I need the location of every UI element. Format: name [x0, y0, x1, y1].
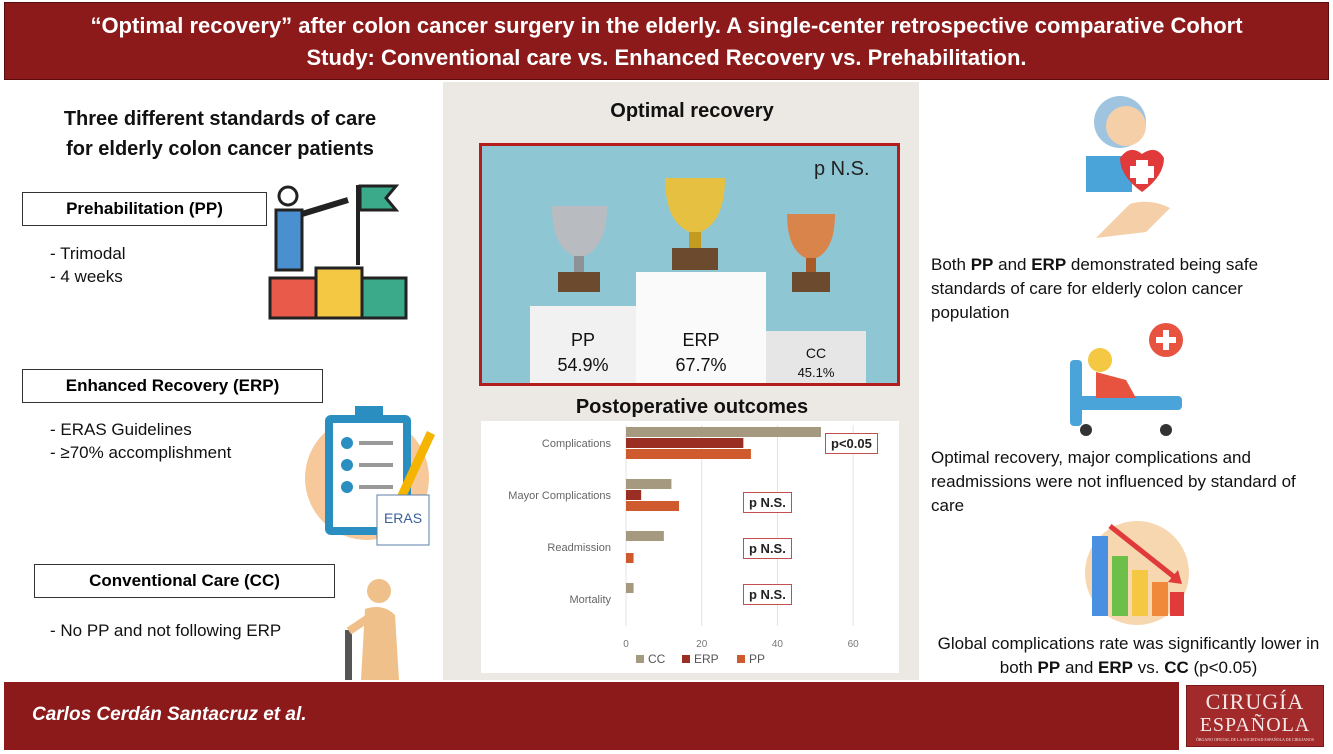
legend-label: CC [648, 652, 666, 666]
podium-cc: CC 45.1% [766, 331, 866, 383]
bar-cc [626, 531, 664, 541]
bar-cc [626, 427, 821, 437]
finding-text-part: and [993, 255, 1032, 274]
podium-value: 54.9% [557, 355, 609, 375]
bar-pp [626, 553, 634, 563]
title-banner: “Optimal recovery” after colon cancer su… [4, 2, 1329, 80]
eras-logo-text: ERAS [384, 510, 422, 526]
cc-item: - No PP and not following ERP [50, 621, 282, 640]
bar-cc [626, 583, 634, 593]
category-label: Complications [542, 438, 612, 450]
x-tick-label: 0 [623, 639, 629, 650]
finding-text-part: ERP [1031, 255, 1067, 274]
elderly-person-icon [345, 579, 399, 680]
legend-label: ERP [694, 652, 719, 666]
finding-global-complications: Global complications rate was significan… [931, 632, 1326, 680]
outcomes-title: Postoperative outcomes [575, 396, 809, 418]
legend-swatch [682, 655, 690, 663]
left-heading-line-1: Three different standards of care [63, 108, 377, 130]
pp-item: - Trimodal [50, 244, 126, 263]
erp-details: - ERAS Guidelines - ≥70% accomplishment [50, 418, 231, 464]
x-tick-label: 20 [696, 639, 708, 650]
podium-group: ERP [682, 330, 720, 350]
bar-cc [626, 479, 672, 489]
silver-trophy-icon [552, 206, 607, 292]
trophies-icon [552, 178, 835, 292]
finding-text-part: Global complications rate was significan… [937, 634, 1320, 677]
title-line-2: Study: Conventional care vs. Enhanced Re… [306, 45, 1027, 70]
outcomes-bar-chart: 0 20 40 60 Complications Mayor Complications R… [508, 425, 860, 666]
finding-no-influence: Optimal recovery, major complications an… [931, 448, 1296, 515]
podium-erp: ERP 67.7% [636, 272, 766, 383]
p-value-annotation: p N.S. [743, 584, 792, 605]
erp-label: Enhanced Recovery (ERP) [22, 369, 323, 403]
p-value-annotation: p N.S. [743, 538, 792, 559]
elderly-heart-care-icon [1086, 96, 1170, 238]
p-value-annotation: p<0.05 [825, 433, 878, 454]
x-tick-label: 40 [772, 639, 784, 650]
gold-trophy-icon [665, 178, 725, 270]
authors: Carlos Cerdán Santacruz et al. [32, 704, 307, 725]
x-tick-label: 60 [848, 639, 860, 650]
cc-label: Conventional Care (CC) [34, 564, 335, 598]
legend-swatch [737, 655, 745, 663]
finding-text-part: (p<0.05) [1188, 658, 1258, 677]
finding-safety: Both PP and ERP demonstrated being safe … [931, 253, 1321, 325]
footer-bar: Carlos Cerdán Santacruz et al. [4, 682, 1179, 750]
category-label: Readmission [547, 542, 611, 554]
podium-pp: PP 54.9% [530, 306, 636, 383]
bronze-trophy-icon [787, 214, 835, 292]
podium-group: CC [805, 345, 827, 361]
declining-bar-chart-icon [1085, 521, 1189, 625]
category-label: Mortality [569, 594, 611, 606]
finding-text-part: Both [931, 255, 971, 274]
optimal-recovery-title: Optimal recovery [610, 100, 774, 122]
cc-details: - No PP and not following ERP [50, 619, 281, 642]
legend-label: PP [749, 652, 765, 666]
category-label: Mayor Complications [508, 490, 611, 502]
finding-text-part: demonstrated being safe standards of car… [931, 255, 1259, 322]
erp-item: - ≥70% accomplishment [50, 443, 232, 462]
pp-label: Prehabilitation (PP) [22, 192, 267, 226]
legend-swatch [636, 655, 644, 663]
podium-value: 45.1% [797, 365, 835, 380]
bar-pp [626, 501, 679, 511]
bar-pp [626, 449, 751, 459]
finding-text-part: PP [1037, 658, 1061, 677]
logo-line-3: ÓRGANO OFICIAL DE LA SOCIEDAD ESPAÑOLA D… [1195, 737, 1315, 742]
podium-illustration: p N.S. PP 54.9% ERP 67.7% CC 45.1% [479, 143, 900, 386]
podium-group: PP [570, 330, 595, 350]
logo-line-2: ESPAÑOLA [1199, 714, 1311, 736]
journal-logo: CIRUGÍA ESPAÑOLA ÓRGANO OFICIAL DE LA SO… [1186, 685, 1324, 747]
bar-erp [626, 490, 642, 500]
pp-details: - Trimodal - 4 weeks [50, 242, 126, 288]
hospital-bed-icon [1070, 323, 1183, 436]
p-value-annotation: p N.S. [743, 492, 792, 513]
optimal-p-value: p N.S. [814, 158, 870, 180]
left-heading-line-2: for elderly colon cancer patients [66, 138, 374, 160]
finding-text-part: CC [1164, 658, 1189, 677]
finding-text-part: vs. [1133, 658, 1165, 677]
pp-item: - 4 weeks [50, 267, 123, 286]
finding-text-part: ERP [1098, 658, 1134, 677]
outcomes-chart: 0 20 40 60 Complications Mayor Complications R… [481, 421, 899, 673]
finding-text-part: and [1060, 658, 1099, 677]
podium-value: 67.7% [675, 355, 727, 375]
title-line-1: “Optimal recovery” after colon cancer su… [90, 13, 1243, 38]
logo-line-1: CIRUGÍA [1205, 689, 1305, 714]
puzzle-flag-icon [268, 184, 408, 320]
checklist-icon: ERAS [305, 406, 435, 546]
finding-text-part: PP [970, 255, 994, 274]
left-heading: Three different standards of care for el… [20, 104, 420, 164]
erp-item: - ERAS Guidelines [50, 420, 192, 439]
bar-erp [626, 438, 744, 448]
